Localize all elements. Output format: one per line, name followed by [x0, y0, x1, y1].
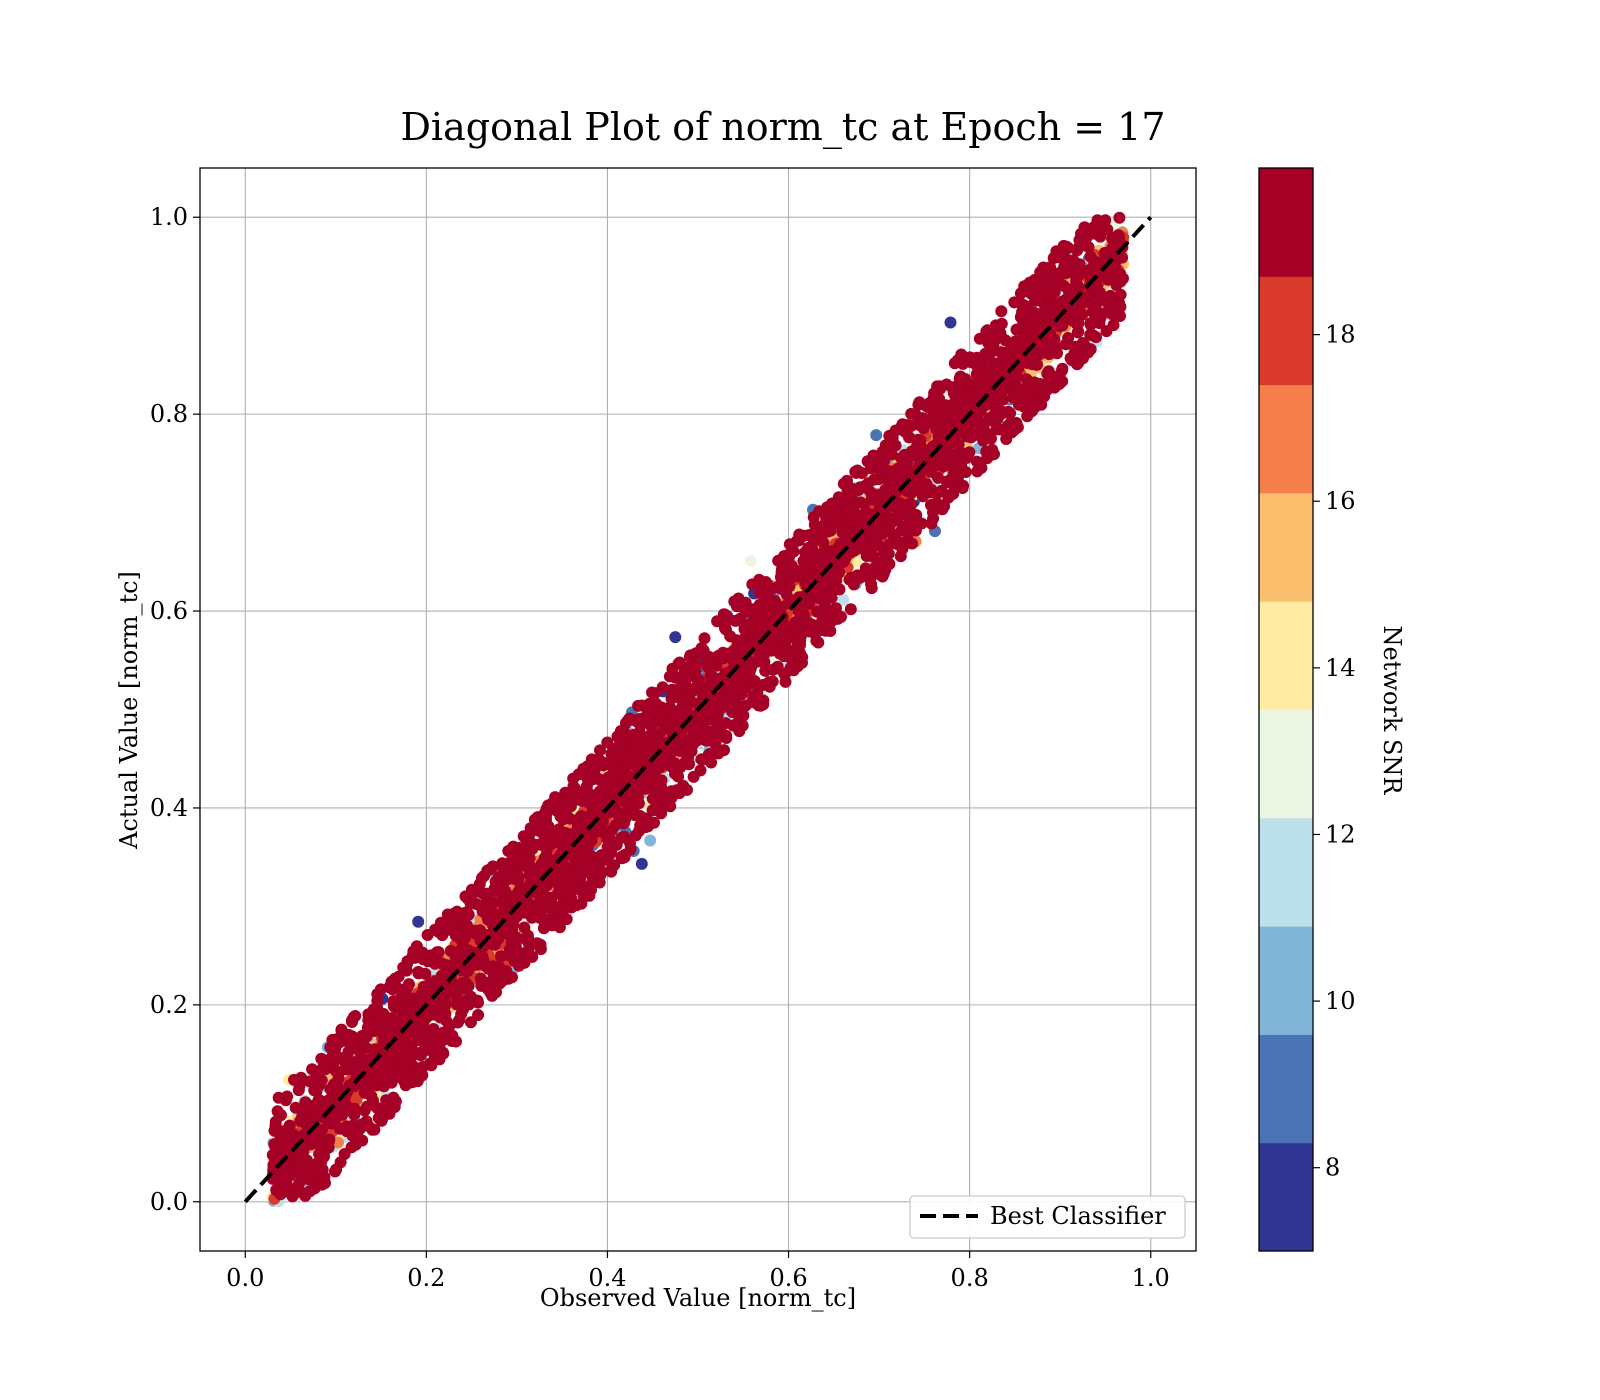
scatter-point: [1114, 300, 1127, 313]
scatter-points: [266, 211, 1130, 1208]
scatter-point: [1083, 264, 1096, 277]
scatter-point: [1105, 308, 1118, 320]
scatter-point: [810, 634, 823, 647]
scatter-point: [319, 1063, 332, 1076]
scatter-point: [568, 782, 581, 795]
scatter-point: [633, 824, 646, 837]
scatter-point: [806, 542, 819, 555]
scatter-point: [870, 429, 883, 442]
scatter-point: [913, 396, 926, 409]
scatter-point: [412, 915, 425, 928]
scatter-point: [380, 1094, 393, 1107]
scatter-point: [658, 800, 671, 812]
chart-title: Diagonal Plot of norm_tc at Epoch = 17: [400, 105, 1165, 150]
scatter-point: [844, 603, 857, 616]
scatter-point: [1008, 296, 1021, 309]
scatter-point: [547, 855, 560, 868]
scatter-point: [549, 791, 562, 804]
scatter-point: [396, 1015, 409, 1028]
scatter-point: [437, 1046, 449, 1059]
scatter-point: [656, 681, 669, 694]
scatter-point: [472, 1009, 485, 1021]
scatter-point: [835, 610, 847, 623]
scatter-point: [646, 804, 659, 817]
scatter-point: [952, 438, 965, 451]
scatter-point: [915, 517, 928, 530]
scatter-point: [419, 967, 432, 980]
scatter-point: [810, 590, 823, 603]
scatter-point: [687, 770, 700, 783]
scatter-point: [669, 631, 682, 644]
scatter-point: [397, 1062, 410, 1075]
scatter-point: [994, 360, 1006, 373]
scatter-point: [386, 1018, 399, 1031]
scatter-point: [720, 732, 733, 744]
scatter-point: [757, 698, 770, 711]
scatter-point: [1080, 231, 1093, 244]
scatter-point: [462, 908, 475, 921]
scatter-point: [266, 1149, 279, 1161]
scatter-point: [329, 1064, 342, 1077]
scatter-point: [717, 608, 730, 621]
scatter-point: [916, 490, 929, 503]
scatter-point: [644, 834, 657, 847]
scatter-point: [322, 1135, 335, 1148]
scatter-point: [925, 517, 938, 530]
scatter-point: [697, 753, 710, 766]
scatter-point: [837, 593, 850, 606]
scatter-point: [632, 699, 645, 712]
scatter-point: [616, 852, 629, 865]
scatter-point: [655, 774, 668, 787]
scatter-point: [293, 1176, 306, 1189]
scatter-point: [343, 1079, 356, 1092]
scatter-point: [1083, 295, 1096, 308]
scatter-point: [400, 964, 413, 977]
scatter-point: [1090, 331, 1102, 344]
scatter-point: [999, 334, 1012, 347]
scatter-point: [376, 1113, 389, 1126]
scatter-point: [330, 1163, 343, 1176]
scatter-point: [361, 1021, 374, 1034]
scatter-point: [1113, 211, 1126, 224]
scatter-point: [834, 537, 847, 550]
scatter-point: [462, 980, 475, 993]
scatter-point: [1079, 222, 1092, 235]
scatter-point: [744, 554, 757, 567]
scatter-point: [635, 857, 648, 870]
scatter-point: [559, 786, 572, 799]
scatter-point: [986, 443, 999, 456]
scatter-point: [963, 446, 976, 459]
scatter-point: [1114, 288, 1127, 301]
scatter-point: [534, 938, 547, 951]
scatter-point: [1000, 426, 1013, 439]
scatter-point: [944, 316, 957, 329]
